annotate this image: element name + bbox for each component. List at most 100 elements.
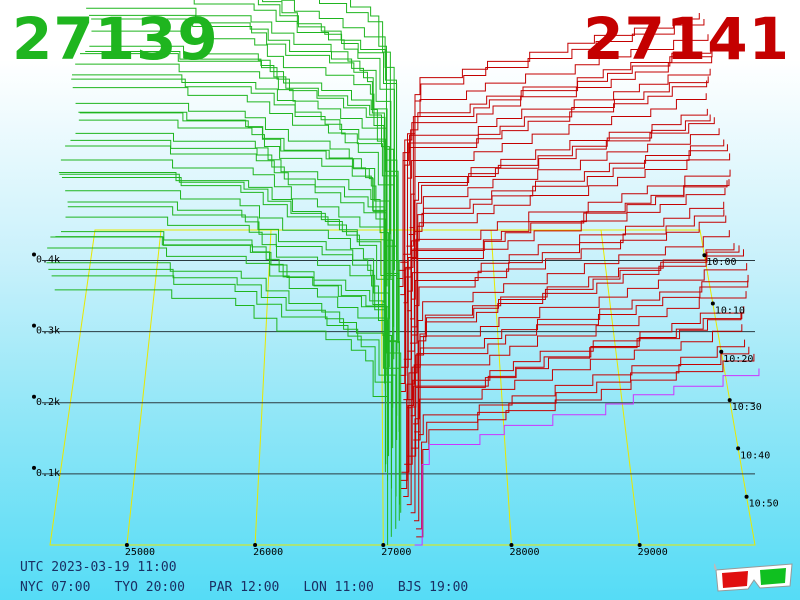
volume-tick-mark <box>32 252 36 257</box>
chart-labels: 25000 26000 27000 28000 29000 0.1k 0.2k 0.3k 0.4… <box>32 252 779 558</box>
city-time: LON 11:00 <box>303 580 374 595</box>
ask-depth-line <box>400 169 731 368</box>
ask-depth-line <box>400 306 745 489</box>
ask-depth-line <box>397 68 711 279</box>
bid-depth-line <box>257 0 398 263</box>
bid-depth-line <box>65 145 398 416</box>
bid-depth-line <box>70 139 394 408</box>
bid-depth-line <box>67 206 386 473</box>
time-tick-mark <box>727 398 732 403</box>
bid-depth-line <box>58 172 400 432</box>
bid-depth-line <box>88 14 388 287</box>
ask-depth-line <box>410 215 727 417</box>
bid-depth-line <box>59 173 398 440</box>
ask-depth-line <box>400 291 747 481</box>
bid-depth-line <box>65 216 389 481</box>
chart-series <box>46 0 760 546</box>
ask-depth-line <box>407 209 725 409</box>
bid-depth-line <box>60 231 393 489</box>
price-tick-mark <box>381 543 386 547</box>
bid-depth-line <box>60 159 400 424</box>
time-tick-label: 10:00 <box>706 257 736 268</box>
bid-depth-line <box>79 112 386 384</box>
time-tick-label: 10:20 <box>723 354 753 365</box>
volume-tick-mark <box>32 394 36 399</box>
price-tick-label: 28000 <box>509 547 539 558</box>
bid-depth-line <box>350 0 387 228</box>
ask-depth-line <box>399 179 730 376</box>
bid-depth-line <box>80 53 395 327</box>
bid-depth-line <box>78 119 386 392</box>
ask-depth-line <box>413 245 740 441</box>
ask-depth-line <box>414 368 760 546</box>
volume-tick-label: 0.2k <box>36 397 60 408</box>
ask-depth-line <box>397 76 709 288</box>
price-tick-mark <box>253 543 258 547</box>
ask-depth-line <box>409 139 725 344</box>
city-time: BJS 19:00 <box>397 580 469 595</box>
ask-depth-line <box>400 50 713 263</box>
price-tick-label: 27000 <box>381 547 411 558</box>
volume-tick-label: 0.4k <box>36 255 60 266</box>
ask-depth-line <box>407 144 728 352</box>
ask-depth-line <box>406 312 742 506</box>
ask-depth-line <box>413 339 746 522</box>
bid-depth-line <box>91 30 385 303</box>
price-grid-line <box>490 229 512 546</box>
bid-depth-line <box>85 50 390 319</box>
ask-depth-line <box>404 274 749 465</box>
city-time: NYC 07:00 <box>20 580 91 595</box>
ask-depth-line <box>403 47 712 255</box>
volume-tick-mark <box>32 323 36 328</box>
bid-depth-line <box>48 268 397 529</box>
time-tick-mark <box>702 253 707 258</box>
bid-depth-line <box>319 0 391 235</box>
bid-depth-line <box>50 236 400 505</box>
ask-depth-line <box>403 201 725 401</box>
volume-tick-label: 0.3k <box>36 326 60 337</box>
ask-depth-line <box>408 18 705 236</box>
ask-depth-line <box>410 249 744 449</box>
bid-depth-line <box>55 236 397 497</box>
time-tick-mark <box>744 494 749 499</box>
ask-depth-line <box>411 117 715 328</box>
bid-depth-line <box>67 201 387 465</box>
bid-depth-line <box>91 18 385 295</box>
ask-depth-line <box>400 80 708 296</box>
ask-depth-line <box>398 56 713 271</box>
ask-depth-line <box>409 114 711 320</box>
time-tick-mark <box>710 301 715 306</box>
price-tick-mark <box>124 543 129 547</box>
bid-depth-line <box>75 102 391 368</box>
bid-depth-line <box>54 289 389 545</box>
volume-tick-mark <box>32 465 36 470</box>
ask-depth-line <box>403 311 743 498</box>
time-tick-mark <box>736 446 741 451</box>
bid-depth-line <box>75 63 398 335</box>
ask-price: 27141 <box>583 5 790 73</box>
bid-depth-line <box>71 74 399 344</box>
ask-depth-line <box>416 353 755 538</box>
bid-depth-line <box>75 132 389 400</box>
price-grid-line <box>600 229 641 546</box>
city-times: NYC 07:00 TYO 20:00 PAR 12:00 LON 11:00 BJS … <box>20 580 492 595</box>
ask-depth-line <box>413 230 730 425</box>
3d-glasses-icon[interactable] <box>714 560 794 594</box>
chart-grid <box>42 229 756 546</box>
price-grid-line <box>254 229 272 546</box>
ask-depth-line <box>407 263 748 457</box>
bid-depth-line <box>262 0 397 255</box>
ask-depth-line <box>400 187 726 393</box>
volume-tick-label: 0.1k <box>36 468 60 479</box>
time-tick-label: 10:40 <box>740 450 770 461</box>
bid-depth-line <box>47 247 402 513</box>
ask-depth-line <box>398 180 728 384</box>
depth-chart: 25000 26000 27000 28000 29000 0.1k 0.2k 0.3k 0.4… <box>32 0 779 558</box>
bid-depth-line <box>86 7 392 279</box>
bid-depth-line <box>71 78 398 352</box>
price-tick-label: 29000 <box>638 547 668 558</box>
ask-depth-line <box>410 324 743 514</box>
city-time: TYO 20:00 <box>114 580 185 595</box>
city-time: PAR 12:00 <box>208 580 280 595</box>
price-tick-label: 25000 <box>125 547 155 558</box>
